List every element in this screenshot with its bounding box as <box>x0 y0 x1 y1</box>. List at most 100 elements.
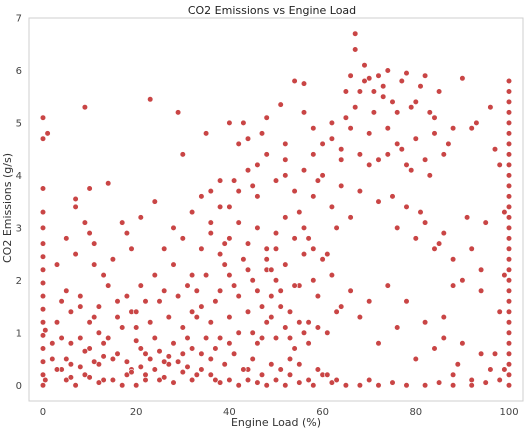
scatter-point <box>417 209 424 216</box>
scatter-point <box>398 77 405 85</box>
scatter-point <box>39 332 47 339</box>
scatter-point <box>478 287 485 294</box>
scatter-point <box>175 109 182 116</box>
scatter-point <box>217 177 224 184</box>
scatter-point <box>142 350 149 357</box>
scatter-point <box>226 119 233 126</box>
scatter-point <box>123 293 130 300</box>
scatter-point <box>272 376 280 384</box>
scatter-point <box>49 340 56 347</box>
scatter-point <box>417 83 424 90</box>
scatter-point <box>352 46 359 53</box>
scatter-point <box>505 140 513 147</box>
scatter-point <box>137 345 144 352</box>
scatter-point <box>482 219 489 226</box>
scatter-point <box>328 119 336 126</box>
scatter-point <box>505 77 513 85</box>
scatter-point <box>324 251 331 258</box>
scatter-point <box>254 161 261 168</box>
scatter-point <box>156 298 163 305</box>
scatter-point <box>268 293 275 300</box>
scatter-point <box>77 303 84 310</box>
scatter-point <box>300 167 308 174</box>
scatter-point <box>394 324 401 331</box>
scatter-point <box>165 353 172 360</box>
scatter-point <box>198 350 205 357</box>
scatter-point <box>384 67 391 74</box>
scatter-point <box>361 62 368 69</box>
scatter-point <box>422 156 429 163</box>
scatter-point <box>235 382 242 389</box>
scatter-point <box>328 272 336 279</box>
scatter-point <box>263 319 270 326</box>
scatter-point <box>212 345 219 352</box>
scatter-point <box>170 340 177 347</box>
scatter-point <box>361 77 368 85</box>
scatter-point <box>147 319 154 326</box>
scatter-point <box>53 319 61 326</box>
scatter-point <box>133 308 140 315</box>
scatter-point <box>151 198 158 205</box>
scatter-point <box>217 251 224 258</box>
scatter-point <box>342 382 350 389</box>
x-axis-ticks: 0 20 40 60 80 100 <box>40 407 519 418</box>
scatter-point <box>58 298 65 305</box>
scatter-point <box>338 156 345 163</box>
scatter-point <box>72 195 79 203</box>
scatter-point <box>254 340 261 347</box>
scatter-point <box>105 282 112 289</box>
scatter-point <box>249 182 256 189</box>
scatter-point <box>272 245 280 252</box>
scatter-point <box>235 219 242 226</box>
scatter-point <box>221 261 228 268</box>
scatter-point <box>142 298 149 305</box>
scatter-point <box>468 245 475 252</box>
scatter-point <box>431 345 438 352</box>
scatter-point <box>328 379 336 386</box>
scatter-point <box>39 358 47 365</box>
scatter-point <box>272 177 280 184</box>
scatter-point <box>440 334 447 342</box>
scatter-point <box>39 135 47 142</box>
scatter-point <box>422 219 429 226</box>
scatter-point <box>198 366 205 373</box>
scatter-point <box>412 235 419 242</box>
scatter-point <box>263 245 270 252</box>
scatter-point <box>133 337 140 344</box>
scatter-point <box>296 319 303 326</box>
scatter-point <box>258 130 266 137</box>
y-axis-label: CO2 Emissions (g/s) <box>1 153 14 263</box>
scatter-point <box>356 188 364 195</box>
scatter-point <box>244 308 252 315</box>
scatter-point <box>282 156 289 163</box>
y-tick-label: 0 <box>16 381 22 392</box>
scatter-point <box>496 308 503 315</box>
scatter-point <box>505 350 513 357</box>
scatter-point <box>342 114 350 121</box>
scatter-point <box>505 214 513 221</box>
scatter-point <box>491 146 499 153</box>
scatter-point <box>505 224 513 231</box>
scatter-point <box>114 314 121 321</box>
scatter-point <box>324 371 331 378</box>
scatter-point <box>296 379 303 386</box>
scatter-point <box>333 308 340 315</box>
scatter-point <box>86 374 93 381</box>
chart-title: CO2 Emissions vs Engine Load <box>188 4 356 17</box>
scatter-point <box>319 256 326 263</box>
scatter-point <box>212 376 219 384</box>
scatter-point <box>347 125 354 132</box>
scatter-point <box>282 140 289 147</box>
scatter-point <box>39 185 47 192</box>
scatter-point <box>440 314 447 321</box>
scatter-point <box>505 329 513 336</box>
scatter-point <box>380 93 387 100</box>
scatter-point <box>95 379 102 386</box>
scatter-point <box>81 219 88 226</box>
scatter-point <box>505 319 513 326</box>
scatter-point <box>67 361 74 368</box>
scatter-point <box>170 261 177 268</box>
scatter-point <box>63 355 70 363</box>
scatter-point <box>244 167 252 174</box>
scatter-point <box>77 293 84 300</box>
